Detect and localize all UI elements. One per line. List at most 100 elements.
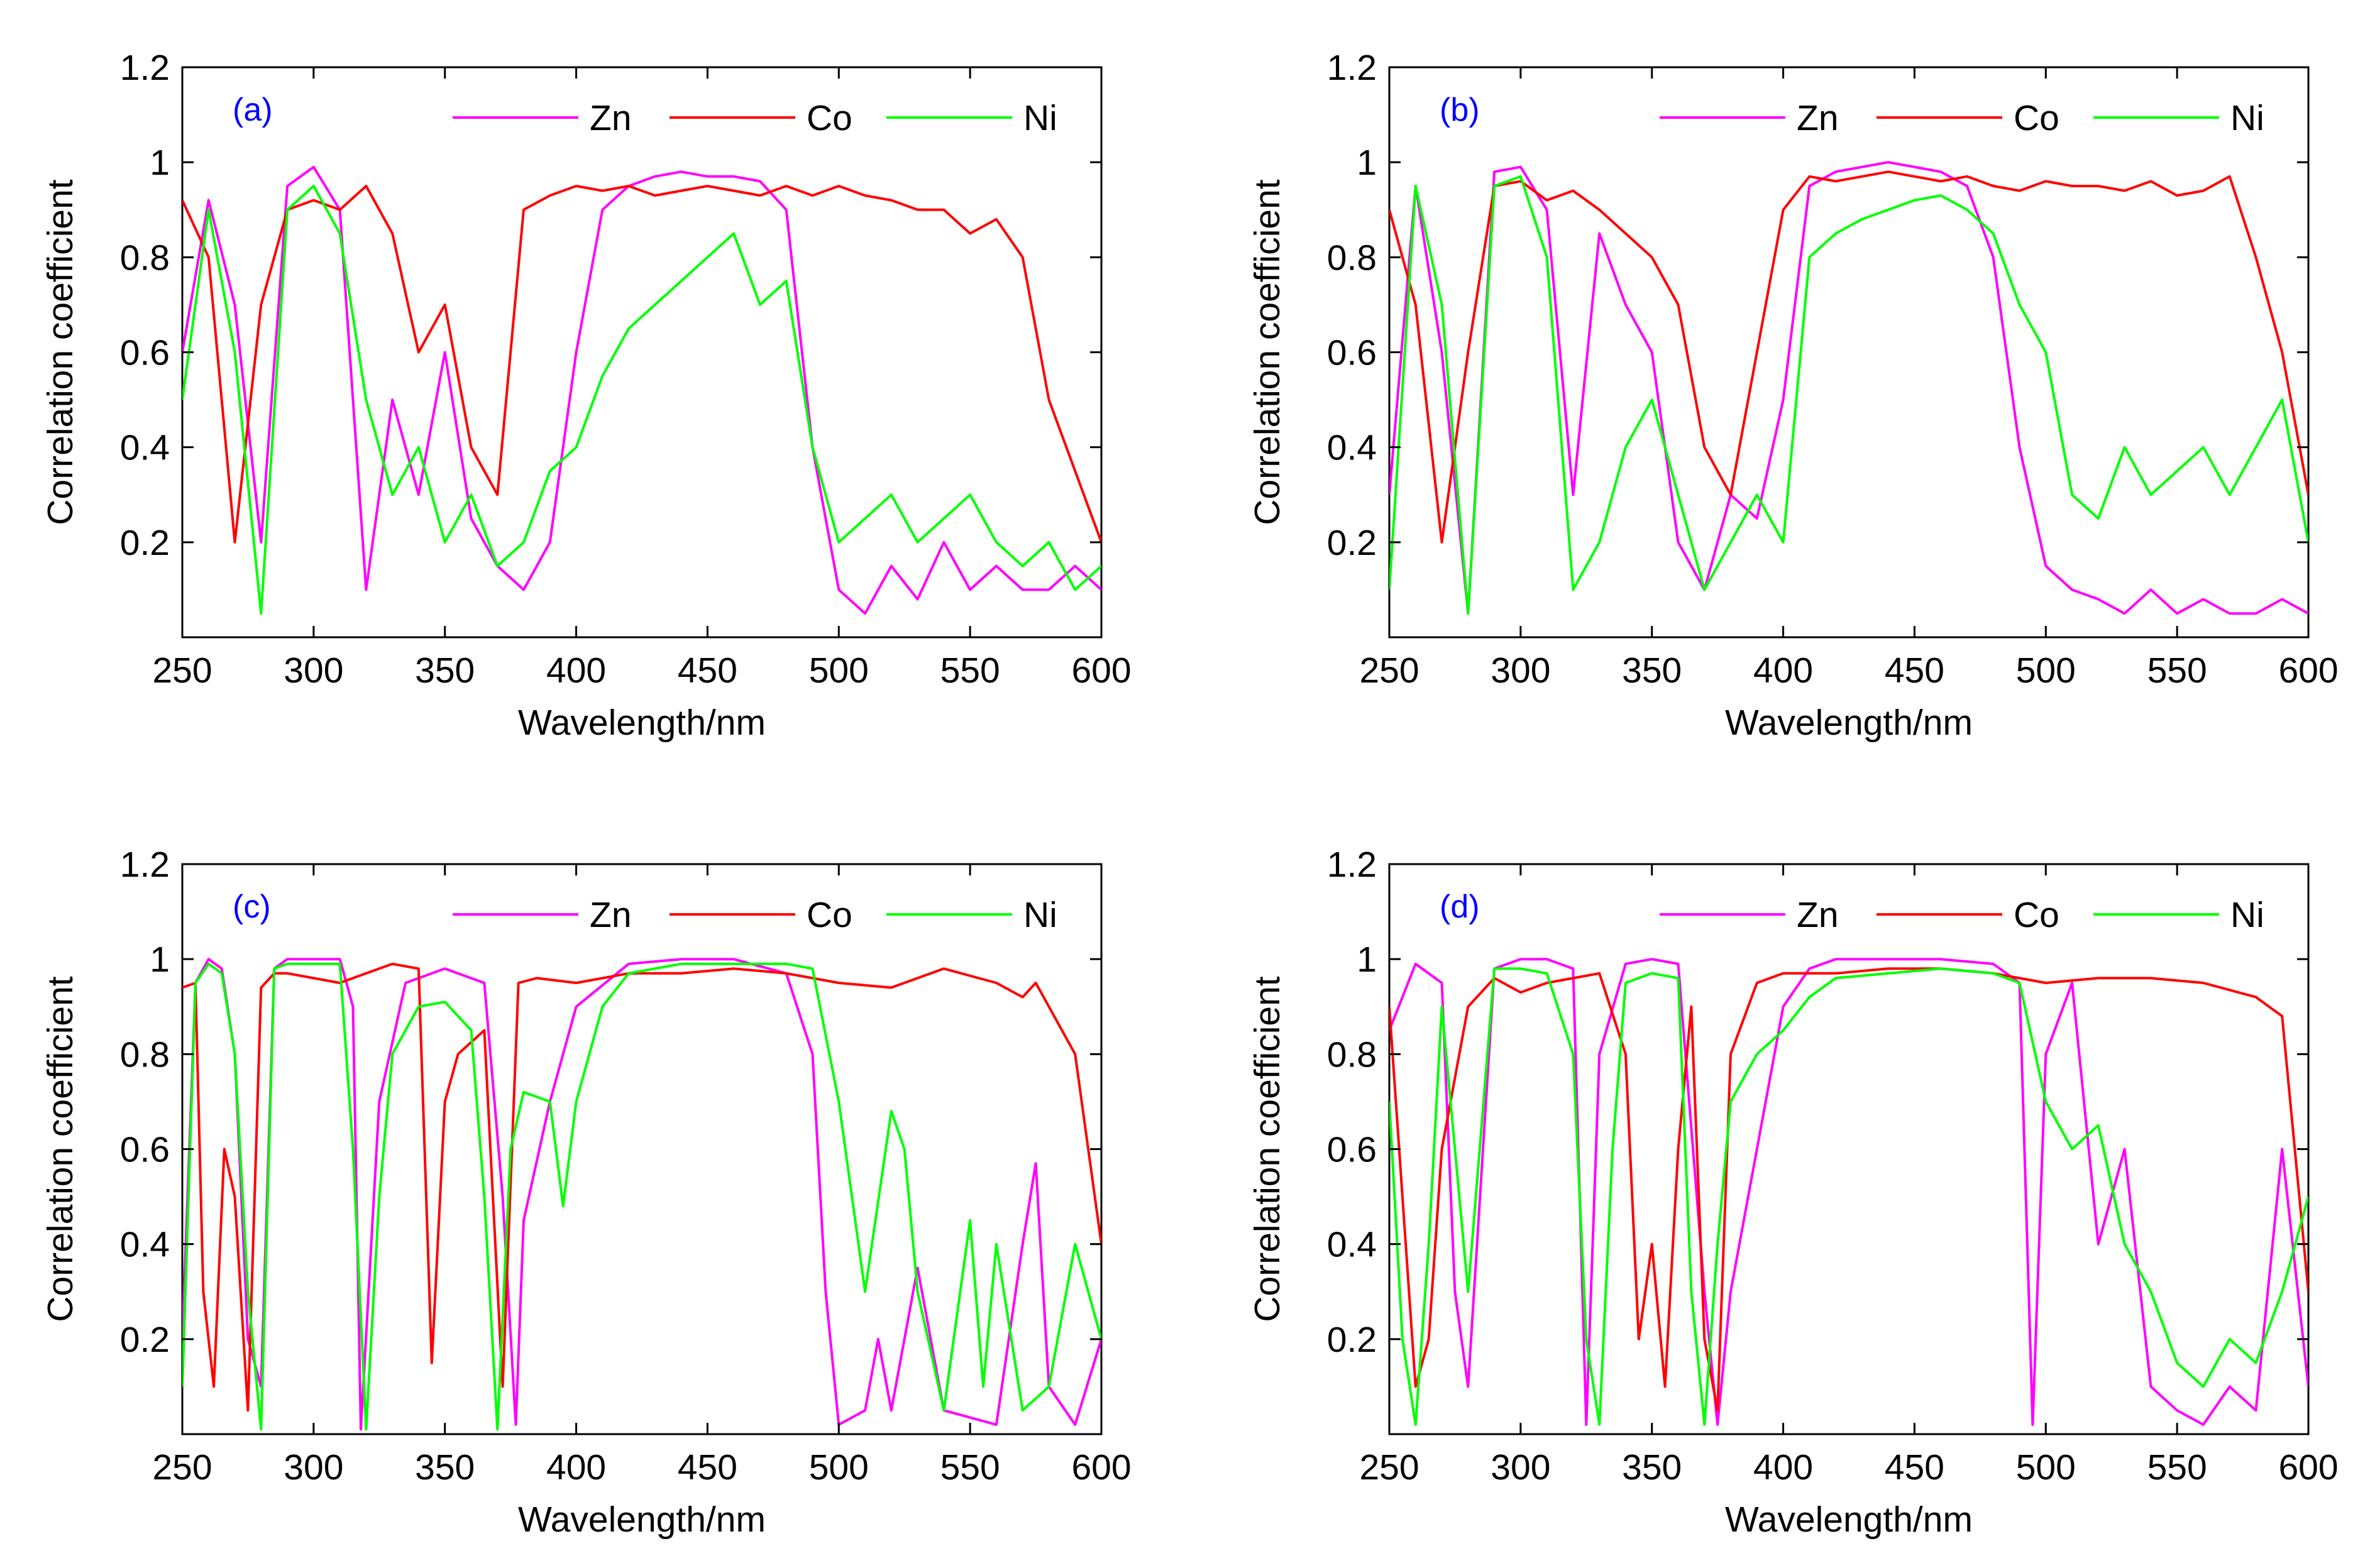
x-tick-label: 600 xyxy=(1071,1447,1131,1488)
series-line-ni xyxy=(1389,967,2308,1426)
y-axis-title: Correlation coefficient xyxy=(40,179,80,525)
x-axis-title: Wavelength/nm xyxy=(1725,1499,1973,1540)
legend: Zn Co Ni xyxy=(453,98,1057,138)
x-tick-label: 550 xyxy=(2147,1447,2207,1488)
legend-label-zn: Zn xyxy=(1797,895,1839,935)
legend: Zn Co Ni xyxy=(453,895,1057,935)
legend-label-zn: Zn xyxy=(1797,98,1839,138)
x-tick-label: 350 xyxy=(1622,1447,1682,1488)
legend-label-co: Co xyxy=(807,895,852,935)
panel-label: (d) xyxy=(1440,889,1480,925)
y-axis-title: Correlation coefficient xyxy=(1247,179,1287,525)
legend-label-co: Co xyxy=(807,98,852,138)
x-tick-label: 600 xyxy=(2278,1447,2338,1488)
x-tick-label: 500 xyxy=(809,650,869,691)
x-tick-label: 500 xyxy=(2016,1447,2076,1488)
panel-label: (b) xyxy=(1440,92,1480,128)
x-tick-label: 350 xyxy=(1622,650,1682,691)
y-axis-title: Correlation coefficient xyxy=(1247,976,1287,1322)
series-line-co xyxy=(1389,170,2308,544)
plot-area xyxy=(181,863,1103,1435)
x-axis-title: Wavelength/nm xyxy=(1725,703,1973,743)
y-tick-label: 1 xyxy=(1357,143,1377,183)
x-tick-label: 450 xyxy=(678,1447,737,1488)
y-tick-label: 0.6 xyxy=(120,333,170,373)
y-tick-label: 1.2 xyxy=(120,845,170,885)
y-tick-label: 1.2 xyxy=(120,48,170,88)
panel-label: (c) xyxy=(233,889,271,925)
series-line-ni xyxy=(1389,175,2308,615)
x-tick-label: 300 xyxy=(284,650,343,691)
x-tick-label: 300 xyxy=(1491,1447,1550,1488)
x-tick-label: 250 xyxy=(1359,1447,1419,1488)
x-tick-label: 250 xyxy=(152,1447,212,1488)
legend: Zn Co Ni xyxy=(1660,895,2264,935)
x-tick-label: 450 xyxy=(1885,650,1944,691)
y-tick-label: 0.2 xyxy=(120,1320,170,1360)
x-tick-label: 450 xyxy=(678,650,737,691)
y-tick-label: 0.8 xyxy=(1327,1034,1377,1075)
x-tick-label: 400 xyxy=(546,650,606,691)
series-line-ni xyxy=(182,185,1101,615)
y-tick-label: 0.8 xyxy=(1327,238,1377,278)
x-tick-label: 550 xyxy=(2147,650,2207,691)
x-tick-label: 600 xyxy=(2278,650,2338,691)
series-line-zn xyxy=(1389,958,2308,1426)
legend-label-ni: Ni xyxy=(1023,895,1057,935)
y-tick-label: 0.8 xyxy=(120,238,170,278)
legend-label-ni: Ni xyxy=(2230,895,2264,935)
x-tick-label: 350 xyxy=(415,1447,475,1488)
y-tick-label: 0.6 xyxy=(1327,333,1377,373)
y-tick-label: 1.2 xyxy=(1327,845,1377,885)
legend-label-zn: Zn xyxy=(590,98,632,138)
legend-label-ni: Ni xyxy=(2230,98,2264,138)
chart-panel-1: 250 300 350 400 450 500 550 600 0.2 0.4 0.6 0.8 1 1.2… xyxy=(40,48,1132,743)
x-tick-label: 500 xyxy=(2016,650,2076,691)
legend: Zn Co Ni xyxy=(1660,98,2264,138)
y-tick-label: 0.2 xyxy=(120,523,170,563)
x-axis-title: Wavelength/nm xyxy=(518,1499,766,1540)
y-tick-label: 0.4 xyxy=(120,428,170,468)
y-tick-label: 0.8 xyxy=(120,1034,170,1075)
series-line-zn xyxy=(1389,161,2308,615)
plot-area xyxy=(181,66,1103,639)
chart-panel-3: 250 300 350 400 450 500 550 600 0.2 0.4 0.6 0.8 1 1.2… xyxy=(40,845,1132,1540)
x-tick-label: 250 xyxy=(1359,650,1419,691)
x-axis-title: Wavelength/nm xyxy=(518,703,766,743)
x-tick-label: 300 xyxy=(284,1447,343,1488)
chart-panel-4: 250 300 350 400 450 500 550 600 0.2 0.4 0.6 0.8 1 1.2… xyxy=(1247,845,2339,1540)
x-tick-label: 300 xyxy=(1491,650,1550,691)
y-tick-label: 0.6 xyxy=(1327,1130,1377,1170)
y-tick-label: 0.4 xyxy=(1327,428,1377,468)
y-tick-label: 0.4 xyxy=(1327,1225,1377,1265)
x-tick-label: 400 xyxy=(546,1447,606,1488)
y-tick-label: 0.4 xyxy=(120,1225,170,1265)
x-tick-label: 400 xyxy=(1753,1447,1813,1488)
y-tick-label: 0.2 xyxy=(1327,1320,1377,1360)
chart-panel-2: 250 300 350 400 450 500 550 600 0.2 0.4 0.6 0.8 1 1.2… xyxy=(1247,48,2339,743)
y-axis-title: Correlation coefficient xyxy=(40,976,80,1322)
legend-label-co: Co xyxy=(2014,895,2059,935)
y-tick-label: 1 xyxy=(150,940,170,980)
y-tick-label: 1 xyxy=(1357,940,1377,980)
x-tick-label: 350 xyxy=(415,650,475,691)
legend-label-ni: Ni xyxy=(1023,98,1057,138)
y-tick-label: 0.2 xyxy=(1327,523,1377,563)
x-tick-label: 550 xyxy=(940,1447,1000,1488)
plot-area xyxy=(1388,66,2310,639)
series-line-co xyxy=(1389,967,2308,1412)
legend-label-zn: Zn xyxy=(590,895,632,935)
x-tick-label: 450 xyxy=(1885,1447,1944,1488)
y-tick-label: 1.2 xyxy=(1327,48,1377,88)
x-tick-label: 400 xyxy=(1753,650,1813,691)
series-line-co xyxy=(182,185,1101,544)
series-line-zn xyxy=(182,165,1101,615)
series-line-ni xyxy=(182,962,1101,1431)
y-tick-label: 1 xyxy=(150,143,170,183)
legend-label-co: Co xyxy=(2014,98,2059,138)
x-tick-label: 500 xyxy=(809,1447,869,1488)
y-tick-label: 0.6 xyxy=(120,1130,170,1170)
x-tick-label: 600 xyxy=(1071,650,1131,691)
x-tick-label: 250 xyxy=(152,650,212,691)
